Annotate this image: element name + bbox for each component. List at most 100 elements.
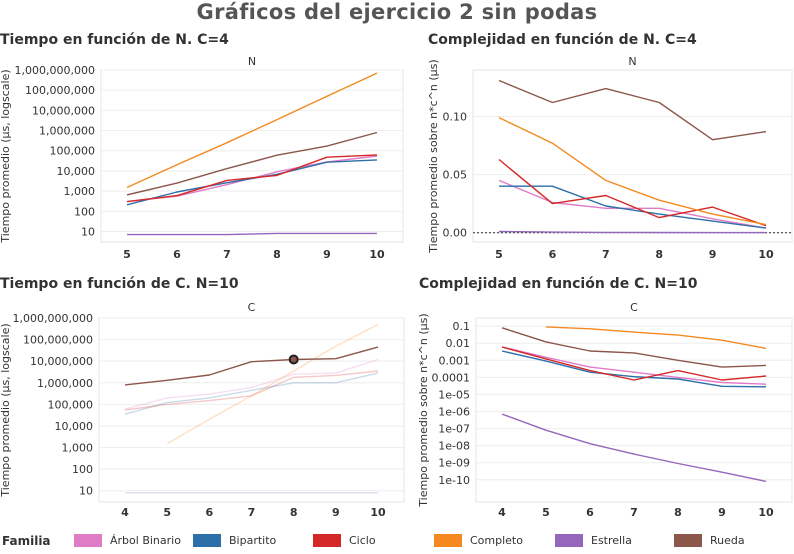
legend-label: Bipartito (229, 534, 277, 547)
series-line-ciclo (126, 154, 378, 203)
y-tick-label: 1,000,000,000 (13, 312, 93, 325)
x-tick-label: 7 (223, 248, 231, 261)
y-tick-label: 1e-09 (438, 457, 470, 470)
y-tick-label: 1e-08 (438, 440, 470, 453)
plot-area (98, 317, 405, 503)
series-line-rueda (126, 131, 378, 196)
chart-title-time-c: Tiempo en función de C. N=10 (0, 276, 239, 292)
x-tick-label: 7 (630, 506, 638, 519)
x-tick-label: 5 (163, 506, 171, 519)
chart-title-complex-c: Complejidad en función de C. N=10 (419, 276, 698, 292)
series-line-ciclo (501, 346, 767, 381)
series-line-completo (498, 116, 767, 226)
x-tick-label: 10 (758, 248, 774, 261)
legend-swatch (555, 534, 583, 547)
y-tick-label: 0.001 (439, 354, 471, 367)
x-tick-label: 10 (370, 506, 386, 519)
highlight-point (288, 354, 299, 365)
series-line-estrella (127, 232, 377, 236)
y-axis-label: Tiempo promedio (μs, logscale) (0, 69, 12, 243)
y-axis-label: Tiempo promedio (μs, logscale) (0, 323, 12, 497)
x-tick-label: 9 (332, 506, 340, 519)
axis-header: C (248, 301, 256, 314)
series-line-completo (545, 326, 767, 350)
series-line-bipartito (501, 350, 767, 388)
legend-swatch (193, 534, 221, 547)
legend-swatch (674, 534, 702, 547)
series-line-bipartito (124, 372, 379, 415)
x-tick-label: 8 (674, 506, 682, 519)
y-tick-label: 100,000 (48, 398, 94, 411)
y-tick-label: 1,000,000 (37, 377, 93, 390)
series-line-rueda (124, 346, 379, 386)
x-tick-label: 4 (498, 506, 506, 519)
y-tick-label: 100,000 (50, 145, 96, 158)
series-line-ciclo (124, 370, 379, 411)
page-title: Gráficos del ejercicio 2 sin podas (196, 0, 598, 24)
axis-header: C (630, 301, 638, 314)
y-tick-label: 0.0001 (432, 371, 471, 384)
series-line-estrella (498, 230, 766, 234)
x-tick-label: 5 (495, 248, 503, 261)
x-tick-label: 8 (290, 506, 298, 519)
plot-area (472, 69, 793, 243)
legend: Familia Árbol Binario Bipartito Ciclo Co… (0, 533, 794, 551)
series-line-completo (166, 323, 379, 445)
chart-title-time-n: Tiempo en función de N. C=4 (0, 32, 229, 48)
y-tick-label: 0.10 (443, 110, 468, 123)
legend-label: Rueda (710, 534, 745, 547)
y-tick-label: 0.01 (446, 337, 471, 350)
y-tick-label: 10 (79, 485, 93, 498)
y-tick-label: 10,000 (55, 420, 94, 433)
y-tick-label: 0.05 (443, 169, 468, 182)
y-tick-label: 1,000,000,000 (15, 64, 95, 77)
series-line-rueda (501, 327, 767, 368)
axis-header: N (628, 55, 636, 68)
x-tick-label: 9 (718, 506, 726, 519)
legend-swatch (434, 534, 462, 547)
legend-title: Familia (2, 534, 51, 548)
plot-area (475, 317, 793, 503)
x-tick-label: 8 (273, 248, 281, 261)
x-tick-label: 7 (602, 248, 610, 261)
y-tick-label: 1,000,000 (39, 125, 95, 138)
x-tick-label: 10 (758, 506, 774, 519)
series-line-arbol-binario (501, 346, 767, 385)
legend-label: Árbol Binario (110, 534, 181, 547)
x-tick-label: 9 (323, 248, 331, 261)
x-tick-label: 7 (248, 506, 256, 519)
legend-swatch (74, 534, 102, 547)
x-tick-label: 6 (586, 506, 594, 519)
y-tick-label: 0.00 (443, 227, 468, 240)
series-line-arbol-binario (498, 179, 767, 229)
y-tick-label: 1,000 (62, 442, 94, 455)
y-tick-label: 100 (72, 463, 93, 476)
y-tick-label: 1e-10 (438, 474, 470, 487)
y-tick-label: 1,000 (64, 185, 96, 198)
series-line-estrella (501, 413, 767, 483)
y-tick-label: 1e-06 (438, 406, 470, 419)
y-tick-label: 100,000,000 (23, 334, 93, 347)
legend-label: Ciclo (349, 534, 376, 547)
x-tick-label: 6 (549, 248, 557, 261)
axis-header: N (248, 55, 256, 68)
series-line-ciclo (498, 158, 767, 227)
y-axis-label: Tiempo promedio sobre n*c^n (μs) (417, 313, 430, 507)
chart-title-complex-n: Complejidad en función de N. C=4 (428, 32, 697, 48)
x-tick-label: 4 (121, 506, 129, 519)
x-tick-label: 9 (709, 248, 717, 261)
y-tick-label: 100 (74, 205, 95, 218)
x-tick-label: 5 (123, 248, 131, 261)
y-axis-label: Tiempo promedio sobre n*c^n (μs) (427, 59, 440, 253)
legend-swatch (313, 534, 341, 547)
y-tick-label: 10,000,000 (30, 355, 93, 368)
y-tick-label: 100,000,000 (25, 84, 95, 97)
y-tick-label: 10,000,000 (32, 104, 95, 117)
x-tick-label: 6 (206, 506, 214, 519)
series-line-bipartito (499, 185, 767, 229)
series-line-completo (126, 72, 378, 189)
